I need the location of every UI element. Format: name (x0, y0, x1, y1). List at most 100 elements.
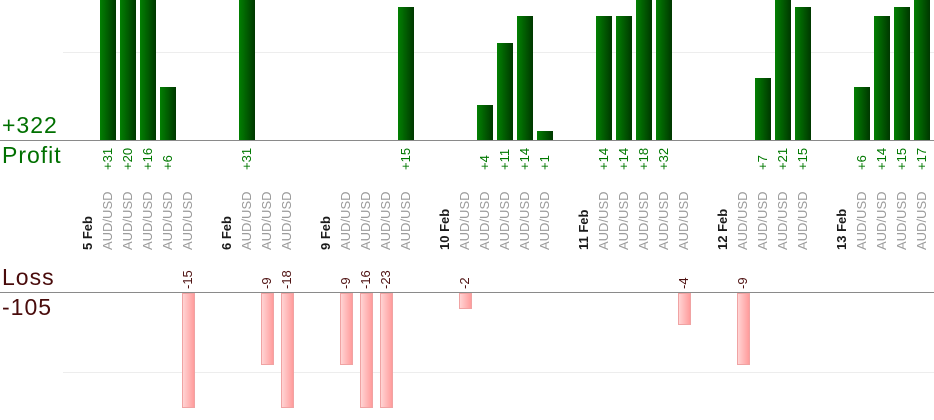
instrument-label: AUD/USD (140, 191, 155, 250)
profit-bar (537, 131, 553, 140)
profit-value-label: +15 (398, 147, 413, 170)
profit-value-label: +31 (100, 147, 115, 170)
profit-bar (874, 16, 890, 140)
loss-bar (181, 293, 195, 408)
profit-value-label: +32 (656, 147, 671, 170)
instrument-label: AUD/USD (676, 191, 691, 250)
date-label: 12 Feb (715, 208, 730, 250)
profit-bar (100, 0, 116, 140)
instrument-label: AUD/USD (160, 191, 175, 250)
date-label: 6 Feb (219, 216, 234, 250)
loss-value-label: -16 (358, 270, 373, 289)
instrument-label: AUD/USD (497, 191, 512, 250)
profit-value-label: +21 (775, 147, 790, 170)
loss-bar (339, 293, 353, 365)
instrument-label: AUD/USD (457, 191, 472, 250)
profit-value-label: +15 (894, 147, 909, 170)
profit-bar (795, 7, 811, 140)
instrument-label: AUD/USD (537, 191, 552, 250)
instrument-label: AUD/USD (259, 191, 274, 250)
instrument-label: AUD/USD (398, 191, 413, 250)
profit-value-label: +7 (755, 155, 770, 170)
profit-bar (616, 16, 632, 140)
profit-bar (239, 0, 255, 140)
loss-value-label: -15 (180, 270, 195, 289)
instrument-label: AUD/USD (279, 191, 294, 250)
instrument-label: AUD/USD (517, 191, 532, 250)
loss-bar (677, 293, 691, 325)
profit-bar (497, 42, 513, 140)
instrument-label: AUD/USD (874, 191, 889, 250)
instrument-label: AUD/USD (755, 191, 770, 250)
profit-bar (636, 0, 652, 140)
instrument-label: AUD/USD (636, 191, 651, 250)
profit-value-label: +1 (537, 155, 552, 170)
profit-value-label: +31 (239, 147, 254, 170)
instrument-label: AUD/USD (656, 191, 671, 250)
instrument-label: AUD/USD (894, 191, 909, 250)
profit-bar (596, 16, 612, 140)
date-label: 9 Feb (318, 216, 333, 250)
profit-bar (120, 0, 136, 140)
profit-total: +322 (2, 112, 58, 138)
instrument-label: AUD/USD (239, 191, 254, 250)
profit-bar (755, 78, 771, 140)
profit-bar (775, 0, 791, 140)
profit-value-label: +20 (120, 147, 135, 170)
profit-value-label: +17 (914, 147, 929, 170)
profit-value-label: +4 (477, 155, 492, 170)
profit-value-label: +11 (497, 148, 512, 170)
instrument-label: AUD/USD (914, 191, 929, 250)
loss-bar (379, 293, 393, 408)
instrument-label: AUD/USD (616, 191, 631, 250)
profit-bar (894, 7, 910, 140)
instrument-label: AUD/USD (775, 191, 790, 250)
loss-value-label: -9 (735, 277, 750, 289)
profit-value-label: +18 (636, 147, 651, 170)
date-label: 5 Feb (80, 216, 95, 250)
profit-bar (160, 86, 176, 140)
loss-axis-label: Loss (2, 264, 55, 290)
loss-value-label: -4 (676, 277, 691, 289)
loss-bar (280, 293, 294, 408)
loss-value-label: -18 (279, 270, 294, 289)
profit-value-label: +14 (517, 147, 532, 170)
instrument-label: AUD/USD (735, 191, 750, 250)
loss-bar (736, 293, 750, 365)
profit-value-label: +6 (854, 155, 869, 170)
loss-value-label: -2 (457, 277, 472, 289)
profit-axis-line (0, 140, 934, 141)
instrument-label: AUD/USD (120, 191, 135, 250)
profit-value-label: +16 (140, 147, 155, 170)
instrument-label: AUD/USD (596, 191, 611, 250)
loss-bar (260, 293, 274, 365)
date-label: 10 Feb (437, 208, 452, 250)
profit-value-label: +15 (795, 147, 810, 170)
profit-bar (854, 86, 870, 140)
profit-bar (398, 7, 414, 140)
profit-bar (914, 0, 930, 140)
loss-axis-line (0, 292, 934, 293)
loss-gridline (63, 372, 934, 373)
profit-value-label: +14 (874, 147, 889, 170)
instrument-label: AUD/USD (477, 191, 492, 250)
date-label: 11 Feb (576, 209, 591, 250)
profit-value-label: +6 (160, 155, 175, 170)
instrument-label: AUD/USD (338, 191, 353, 250)
profit-value-label: +14 (596, 147, 611, 170)
instrument-label: AUD/USD (180, 191, 195, 250)
loss-total: -105 (2, 294, 53, 320)
loss-value-label: -9 (338, 277, 353, 289)
profit-bar (477, 104, 493, 140)
instrument-label: AUD/USD (795, 191, 810, 250)
instrument-label: AUD/USD (854, 191, 869, 250)
instrument-label: AUD/USD (100, 191, 115, 250)
instrument-label: AUD/USD (358, 191, 373, 250)
instrument-label: AUD/USD (378, 191, 393, 250)
profit-bar (517, 16, 533, 140)
loss-bar (359, 293, 373, 408)
loss-bar (458, 293, 472, 309)
profit-bar (140, 0, 156, 140)
profit-bar (656, 0, 672, 140)
